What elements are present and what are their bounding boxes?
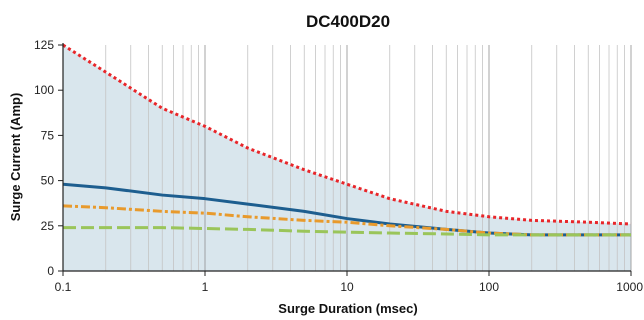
x-tick-label: 1: [202, 280, 209, 294]
y-tick-label: 100: [34, 83, 54, 97]
x-tick-label: 0.1: [55, 280, 72, 294]
x-tick-label: 10: [340, 280, 354, 294]
series-green-dashed: [63, 226, 631, 237]
x-tick-label: 100: [479, 280, 499, 294]
x-axis-label: Surge Duration (msec): [278, 301, 417, 316]
y-tick-label: 25: [41, 219, 55, 233]
y-tick-label: 50: [41, 174, 55, 188]
plot-layer: 0 25 50 75 100 125 0.1 1 10 100 1000: [34, 38, 643, 294]
y-tick-label: 0: [47, 264, 54, 278]
chart-title: DC400D20: [306, 12, 390, 31]
x-tick-label: 1000: [616, 280, 643, 294]
series-red-dotted: [62, 43, 632, 226]
y-tick-label: 125: [34, 38, 54, 52]
y-tick-label: 75: [41, 128, 55, 142]
y-axis-label: Surge Current (Amp): [8, 93, 23, 222]
